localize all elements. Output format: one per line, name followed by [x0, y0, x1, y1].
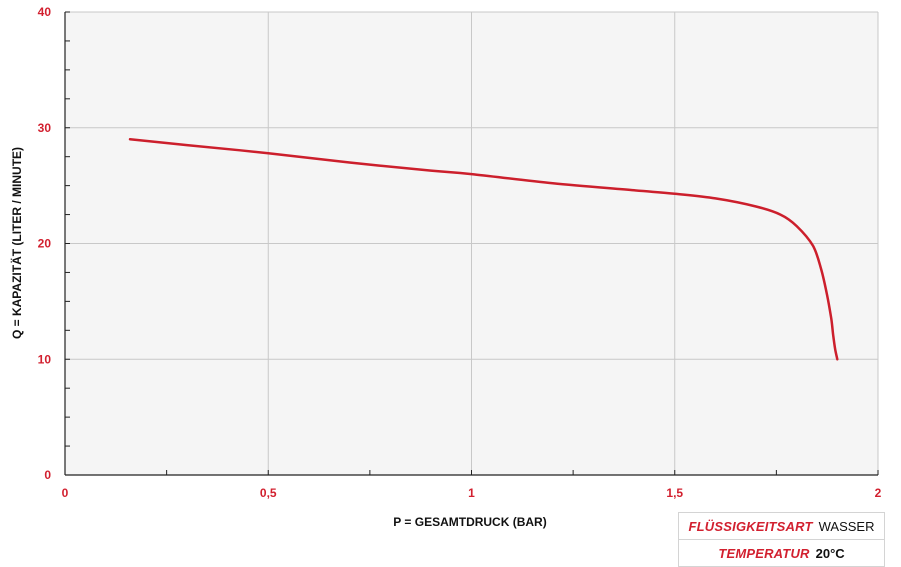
temperature-value: 20°C [815, 545, 845, 561]
x-tick-label: 1,5 [666, 486, 683, 500]
fluid-type-value: WASSER [818, 518, 875, 534]
y-axis-label: Q = KAPAZITÄT (LITER / MINUTE) [9, 147, 24, 339]
grid [65, 11, 879, 475]
y-tick-label: 10 [38, 352, 52, 366]
info-row-temperature: TEMPERATUR 20°C [678, 539, 885, 567]
x-tick-label: 1 [468, 486, 475, 500]
x-tick-label: 0,5 [260, 486, 277, 500]
temperature-label: TEMPERATUR [718, 545, 810, 561]
x-tick-label: 2 [875, 486, 882, 500]
y-tick-label: 30 [38, 121, 52, 135]
info-table: FLÜSSIGKEITSART WASSER TEMPERATUR 20°C [678, 512, 885, 567]
y-tick-label: 0 [44, 468, 51, 482]
y-tick-label: 20 [38, 237, 52, 251]
series-line [128, 138, 839, 361]
series-layer [128, 138, 839, 361]
info-row-fluid: FLÜSSIGKEITSART WASSER [678, 512, 885, 540]
info-row-content: TEMPERATUR 20°C [679, 540, 884, 566]
x-tick-label: 0 [62, 486, 69, 500]
x-axis-label: P = GESAMTDRUCK (BAR) [393, 515, 546, 529]
info-cell: TEMPERATUR 20°C [678, 539, 885, 567]
info-row-content: FLÜSSIGKEITSART WASSER [679, 513, 884, 539]
fluid-type-label: FLÜSSIGKEITSART [688, 518, 813, 534]
y-tick-label: 40 [38, 5, 52, 19]
info-cell: FLÜSSIGKEITSART WASSER [678, 512, 885, 540]
